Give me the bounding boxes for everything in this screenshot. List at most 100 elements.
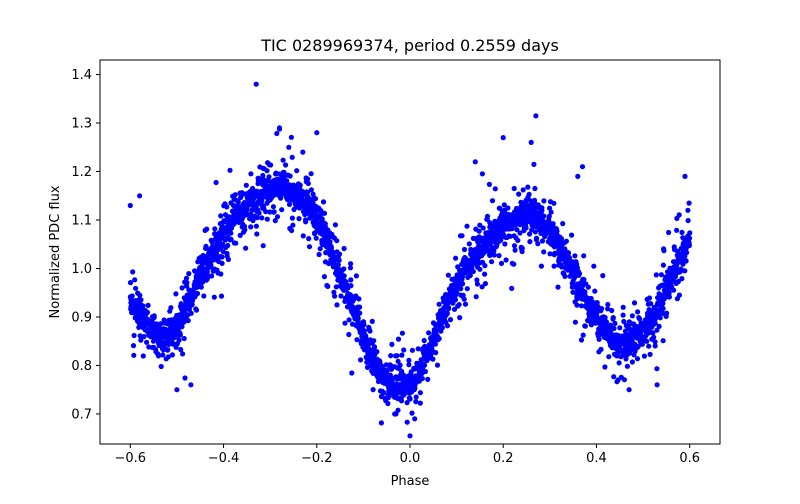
data-point xyxy=(399,352,405,358)
data-point xyxy=(501,202,507,208)
y-tick-label: 0.9 xyxy=(71,310,92,325)
data-point xyxy=(454,289,460,295)
data-point xyxy=(570,289,576,295)
data-point xyxy=(325,283,331,289)
data-point xyxy=(547,251,553,257)
data-point xyxy=(492,186,498,192)
data-point xyxy=(660,338,666,344)
outlier-point xyxy=(300,149,306,155)
data-point xyxy=(497,205,503,211)
data-point xyxy=(496,253,502,259)
data-point xyxy=(182,375,188,381)
data-point xyxy=(417,390,423,396)
data-point xyxy=(409,410,415,416)
data-point xyxy=(232,192,238,198)
data-point xyxy=(611,325,617,332)
data-point xyxy=(361,328,367,334)
data-point xyxy=(341,266,347,272)
data-point xyxy=(188,310,194,316)
data-point xyxy=(541,213,547,219)
data-point xyxy=(270,204,276,210)
data-point xyxy=(141,334,147,340)
data-point xyxy=(555,284,561,290)
data-point xyxy=(430,356,436,362)
data-point xyxy=(592,288,598,294)
data-point xyxy=(264,216,270,222)
data-point xyxy=(388,353,394,359)
data-point xyxy=(404,419,410,425)
x-tick-label: −0.6 xyxy=(115,451,147,466)
data-point xyxy=(336,257,342,263)
data-point xyxy=(489,198,496,204)
outlier-point xyxy=(533,113,539,119)
data-point xyxy=(652,339,658,345)
x-tick-label: 0.4 xyxy=(586,451,607,466)
data-point xyxy=(361,322,367,328)
data-point xyxy=(303,217,309,223)
data-points xyxy=(127,81,693,439)
data-point xyxy=(389,341,395,347)
data-point xyxy=(527,231,533,237)
data-point xyxy=(330,249,336,255)
data-point xyxy=(219,254,225,260)
data-point xyxy=(687,230,693,236)
data-point xyxy=(218,271,224,277)
data-point xyxy=(233,240,239,246)
data-point xyxy=(321,210,328,216)
data-point xyxy=(413,394,419,400)
data-point xyxy=(685,217,691,224)
data-point xyxy=(432,341,438,347)
data-point xyxy=(346,317,352,323)
data-point xyxy=(422,368,428,375)
data-point xyxy=(582,323,589,329)
data-point xyxy=(169,352,175,358)
data-point xyxy=(131,332,137,339)
data-point xyxy=(476,228,482,234)
data-point xyxy=(399,330,405,336)
data-point xyxy=(660,305,666,312)
data-point xyxy=(253,223,259,229)
data-point xyxy=(346,331,352,338)
data-point xyxy=(369,318,375,324)
data-point xyxy=(381,390,387,396)
data-point xyxy=(464,223,470,229)
data-point xyxy=(462,301,469,307)
data-point xyxy=(283,162,289,168)
data-point xyxy=(254,215,260,221)
data-point xyxy=(439,325,445,331)
data-point xyxy=(676,212,682,218)
data-point xyxy=(461,296,467,302)
data-point xyxy=(225,256,231,263)
data-point xyxy=(629,313,636,319)
data-point xyxy=(588,322,595,328)
data-point xyxy=(598,346,604,352)
data-point xyxy=(686,235,693,241)
data-point xyxy=(458,286,464,292)
data-point xyxy=(203,243,209,249)
data-point xyxy=(460,281,466,287)
data-point xyxy=(527,239,533,245)
data-point xyxy=(332,222,338,228)
outlier-point xyxy=(314,130,320,136)
data-point xyxy=(417,400,423,406)
data-point xyxy=(539,238,546,244)
outlier-point xyxy=(174,387,180,393)
data-point xyxy=(572,253,578,259)
data-point xyxy=(646,295,653,301)
data-point xyxy=(378,420,384,426)
data-point xyxy=(664,310,670,316)
data-point xyxy=(461,246,468,253)
data-point xyxy=(320,199,327,205)
data-point xyxy=(319,216,325,222)
data-point xyxy=(355,315,361,321)
data-point xyxy=(158,363,164,370)
data-point xyxy=(635,309,641,315)
outlier-point xyxy=(500,135,506,141)
data-point xyxy=(489,259,495,265)
data-point xyxy=(480,225,486,231)
data-point xyxy=(445,272,451,278)
data-point xyxy=(371,344,378,350)
data-point xyxy=(562,273,568,279)
y-tick-label: 1.1 xyxy=(71,214,92,229)
data-point xyxy=(533,237,540,243)
